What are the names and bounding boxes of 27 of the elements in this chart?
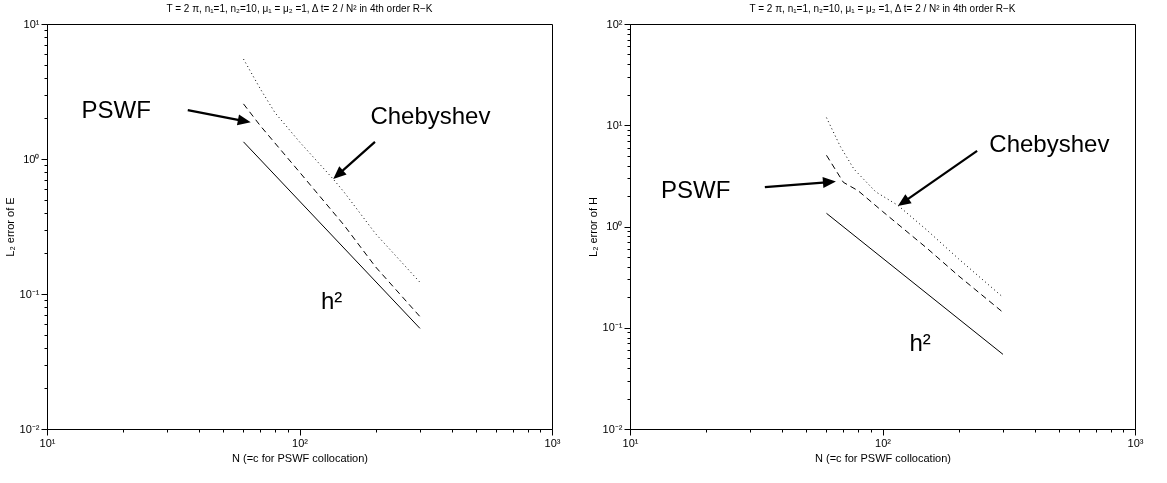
y-tick-label: 10⁻² xyxy=(19,422,40,435)
y-tick-label: 10⁰ xyxy=(23,152,40,165)
y-tick-label: 10⁻¹ xyxy=(602,321,623,334)
x-tick-label: 10² xyxy=(875,436,892,449)
x-tick-label: 10¹ xyxy=(39,436,56,449)
x-tick-label: 10² xyxy=(292,436,309,449)
x-axis-title: N (=c for PSWF collocation) xyxy=(231,451,369,464)
chart-title: T = 2 π, n₁=1, n₂=10, μ₁ = μ₂ =1, Δ t= 2 / N² in 4th order R−K xyxy=(166,3,433,14)
y-tick-label: 10⁻¹ xyxy=(19,287,40,300)
annotation: Chebyshev xyxy=(370,101,491,129)
y-axis-title: L₂ error of E xyxy=(3,197,16,257)
y-axis-title: L₂ error of H xyxy=(586,197,599,257)
x-tick-label: 10¹ xyxy=(622,436,639,449)
annotation: PSWF xyxy=(661,175,731,203)
chart-title: T = 2 π, n₁=1, n₂=10, μ₁ = μ₂ =1, Δ t= 2 / N² in 4th order R−K xyxy=(749,3,1016,14)
y-tick-label: 10² xyxy=(606,17,623,30)
y-tick-label: 10¹ xyxy=(23,17,40,30)
annotation: h² xyxy=(909,329,931,357)
x-tick-label: 10³ xyxy=(544,436,561,449)
annotation: h² xyxy=(320,287,343,315)
x-tick-label: 10³ xyxy=(1127,436,1144,449)
y-tick-label: 10⁰ xyxy=(606,220,623,232)
y-tick-label: 10⁻² xyxy=(602,422,623,435)
x-axis-title: N (=c for PSWF collocation) xyxy=(814,451,952,464)
annotation: Chebyshev xyxy=(989,129,1110,157)
annotation: PSWF xyxy=(81,96,151,124)
y-tick-label: 10¹ xyxy=(606,118,623,131)
